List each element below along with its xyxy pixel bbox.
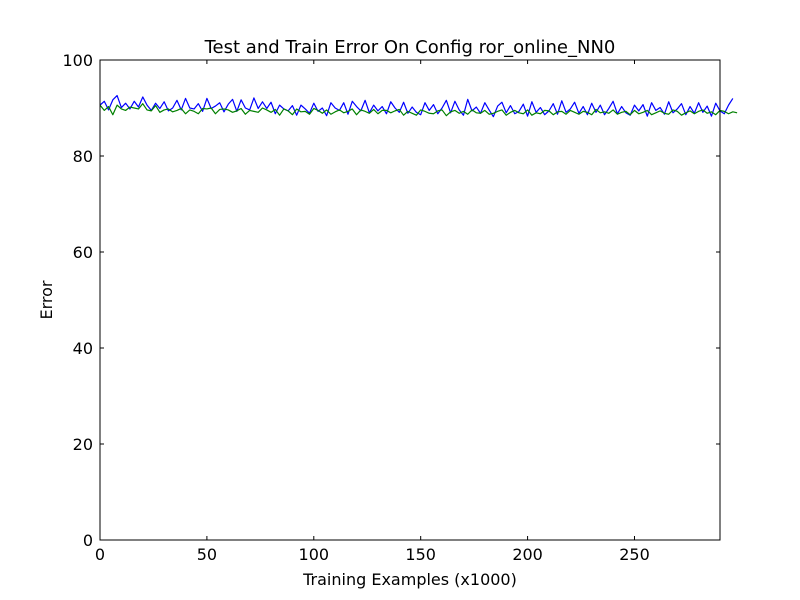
chart-title: Test and Train Error On Config ror_onlin… xyxy=(204,37,616,58)
y-axis-label: Error xyxy=(37,280,56,319)
y-tick-label: 20 xyxy=(73,435,93,454)
x-tick-label: 100 xyxy=(299,545,330,564)
x-tick-label: 150 xyxy=(405,545,436,564)
series-layer xyxy=(99,94,738,118)
x-axis-label: Training Examples (x1000) xyxy=(302,570,517,589)
x-tick-label: 250 xyxy=(619,545,650,564)
y-tick-label: 60 xyxy=(73,243,93,262)
y-tick-label: 80 xyxy=(73,147,93,166)
series-line-2 xyxy=(99,103,738,117)
x-tick-label: 200 xyxy=(512,545,543,564)
y-tick-label: 40 xyxy=(73,339,93,358)
y-tick-label: 100 xyxy=(62,51,93,70)
x-tick-label: 50 xyxy=(197,545,217,564)
plot-area-frame xyxy=(99,59,721,541)
x-tick-label: 0 xyxy=(95,545,105,564)
y-tick-label: 0 xyxy=(83,531,93,550)
series-line-1 xyxy=(99,94,734,118)
tick-layer: 0 50 100 150 200 250 0 20 40 60 80 100 xyxy=(62,51,720,564)
